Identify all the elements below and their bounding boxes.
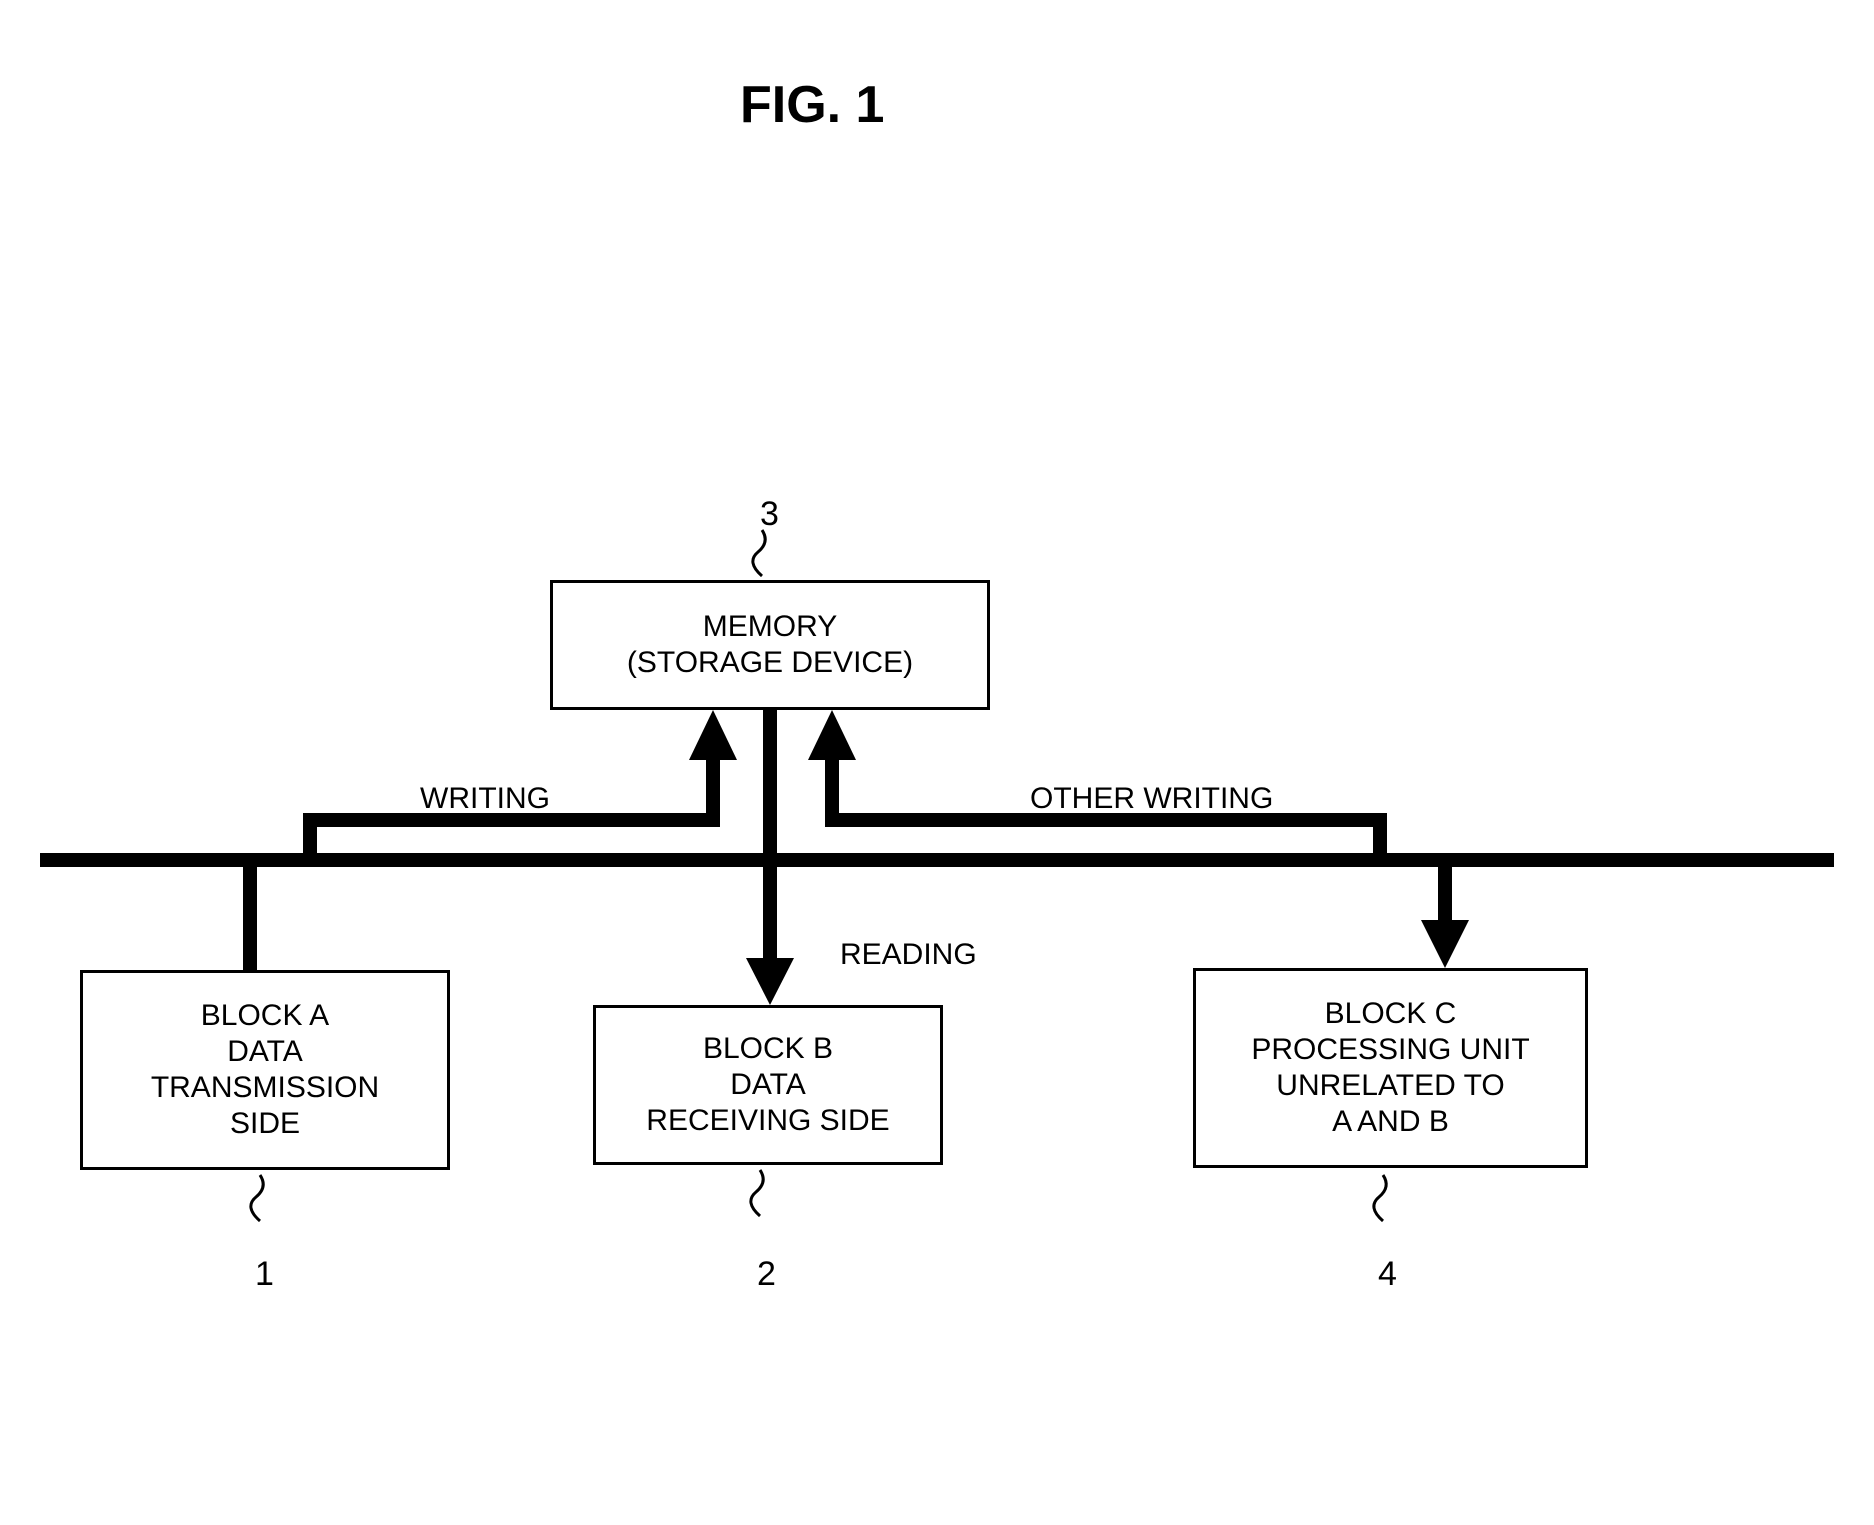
blockC-down-arrowhead — [1421, 920, 1469, 968]
blockA-number: 1 — [255, 1255, 274, 1294]
blockB-number: 2 — [757, 1255, 776, 1294]
blockB-box: BLOCK B DATA RECEIVING SIDE — [593, 1005, 943, 1165]
blockC-text: BLOCK C PROCESSING UNIT UNRELATED TO A A… — [1251, 996, 1529, 1140]
diagram-container: FIG. 1 MEMORY (STORAGE DEVICE) — [0, 0, 1874, 1525]
writing-arrowhead — [689, 710, 737, 760]
blockA-box: BLOCK A DATA TRANSMISSION SIDE — [80, 970, 450, 1170]
writing-label: WRITING — [420, 782, 550, 816]
blockB-text: BLOCK B DATA RECEIVING SIDE — [646, 1031, 889, 1139]
squiggle-blockA — [251, 1175, 263, 1221]
memory-number: 3 — [760, 495, 779, 534]
squiggle-memory — [753, 530, 765, 576]
other-writing-arrowhead — [808, 710, 856, 760]
memory-text: MEMORY (STORAGE DEVICE) — [627, 609, 913, 681]
reading-arrowhead — [746, 958, 794, 1005]
reading-label: READING — [840, 938, 977, 972]
other-writing-label: OTHER WRITING — [1030, 782, 1273, 816]
memory-box: MEMORY (STORAGE DEVICE) — [550, 580, 990, 710]
squiggle-blockC — [1374, 1175, 1386, 1221]
connectors-svg — [0, 0, 1874, 1525]
blockC-number: 4 — [1378, 1255, 1397, 1294]
blockA-text: BLOCK A DATA TRANSMISSION SIDE — [151, 998, 379, 1142]
squiggle-blockB — [751, 1170, 763, 1216]
blockC-box: BLOCK C PROCESSING UNIT UNRELATED TO A A… — [1193, 968, 1588, 1168]
